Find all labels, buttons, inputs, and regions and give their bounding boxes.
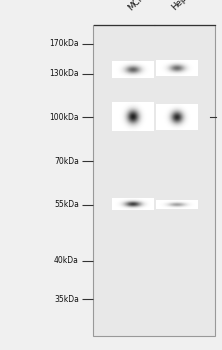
Text: 55kDa: 55kDa <box>54 200 79 209</box>
Text: MCF7: MCF7 <box>126 0 149 12</box>
Text: 35kDa: 35kDa <box>54 295 79 304</box>
Text: 130kDa: 130kDa <box>49 69 79 78</box>
Text: 170kDa: 170kDa <box>49 39 79 48</box>
Bar <box>93 25 215 336</box>
Text: 70kDa: 70kDa <box>54 156 79 166</box>
Text: 40kDa: 40kDa <box>54 256 79 265</box>
Text: HepG2: HepG2 <box>170 0 197 12</box>
Text: 100kDa: 100kDa <box>49 113 79 122</box>
Text: PARN: PARN <box>221 113 222 122</box>
